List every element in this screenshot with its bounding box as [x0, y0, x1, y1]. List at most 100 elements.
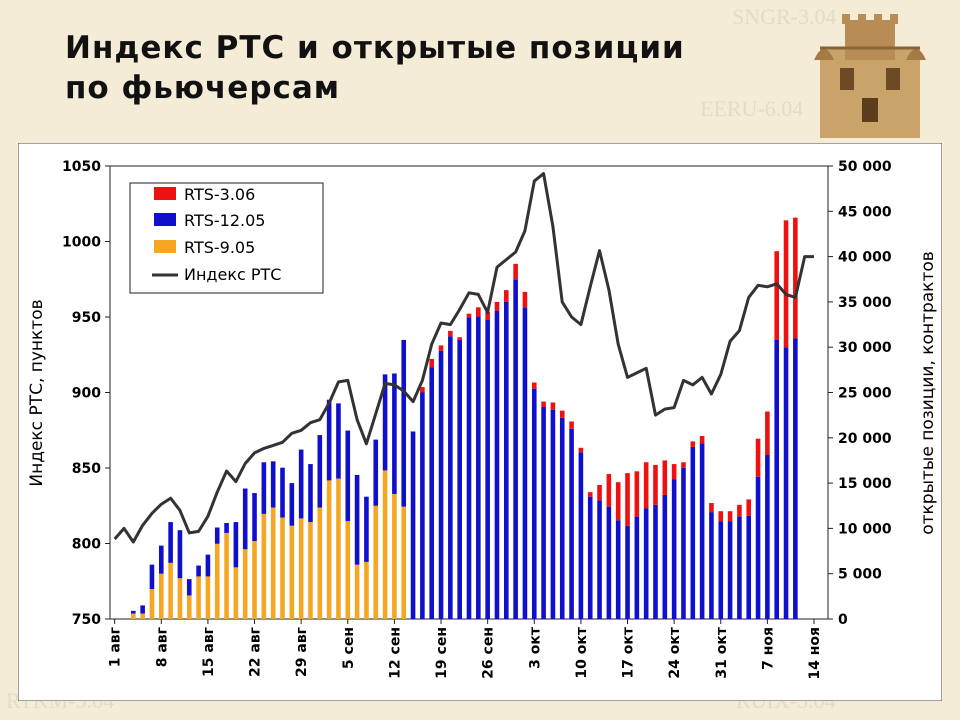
bar-rts-1205 [559, 417, 565, 619]
bar-rts-306 [671, 464, 677, 480]
bar-rts-1205 [364, 496, 369, 562]
bar-rts-905 [149, 589, 155, 619]
bar-rts-1205 [718, 521, 724, 619]
right-axis: 0 5 000 10 000 15 000 20 000 25 000 30 000 35 0… [828, 159, 892, 628]
bar-rts-1205 [401, 339, 407, 507]
x-axis: 1 авг 8 авг 15 авг 22 авг 29 авг 5 сен 12 сен 1… [108, 619, 823, 680]
bar-rts-1205 [727, 521, 733, 619]
bar-rts-905 [354, 564, 360, 619]
bar-rts-1205 [233, 522, 239, 568]
left-tick-label: 800 [72, 537, 101, 553]
bar-rts-1205 [494, 310, 500, 619]
bar-rts-905 [298, 518, 304, 619]
bar-rts-905 [158, 573, 164, 619]
bar-rts-1205 [457, 339, 462, 619]
bar-rts-306 [597, 484, 602, 501]
bar-rts-306 [485, 311, 490, 321]
bar-rts-1205 [410, 431, 416, 619]
right-tick-label: 20 000 [838, 431, 892, 447]
legend: RTS-3.06 RTS-12.05 RTS-9.05 Индекс РТС [129, 182, 324, 294]
bar-rts-1205 [503, 301, 509, 619]
left-tick-label: 1050 [62, 159, 101, 175]
bar-rts-1205 [513, 279, 518, 619]
right-tick-label: 45 000 [838, 204, 892, 220]
bar-rts-1205 [783, 347, 789, 619]
legend-label-rts-306: RTS-3.06 [184, 185, 255, 204]
right-tick-label: 0 [838, 612, 848, 628]
bar-rts-905 [373, 505, 379, 619]
bar-rts-306 [765, 411, 770, 456]
bar-rts-1205 [755, 476, 761, 619]
x-tick-label: 12 сен [387, 627, 403, 679]
bar-rts-1205 [625, 525, 630, 619]
bar-rts-1205 [615, 520, 621, 619]
bar-rts-1205 [196, 565, 201, 577]
bar-rts-1205 [140, 605, 145, 614]
bar-rts-1205 [149, 564, 155, 590]
bar-rts-905 [345, 521, 351, 619]
legend-swatch-rts-306 [154, 187, 176, 200]
bar-rts-306 [643, 462, 649, 509]
bar-rts-306 [457, 337, 462, 340]
bar-rts-905 [308, 522, 313, 619]
x-tick-label: 17 окт [621, 626, 637, 678]
bar-rts-905 [336, 478, 341, 619]
bar-rts-1205 [224, 522, 229, 533]
bar-rts-905 [261, 513, 267, 619]
bar-rts-905 [364, 561, 369, 619]
bar-rts-306 [737, 504, 742, 517]
x-tick-label: 8 авг [154, 627, 170, 667]
right-tick-label: 25 000 [838, 386, 892, 402]
bar-rts-306 [578, 447, 584, 453]
left-tick-label: 900 [72, 386, 101, 402]
watermark-sngr: SNGR-3.04 [732, 4, 837, 29]
bar-rts-306 [494, 301, 500, 311]
bar-rts-306 [541, 401, 546, 407]
bar-rts-1205 [662, 494, 668, 619]
bar-rts-1205 [448, 336, 453, 619]
bar-rts-905 [233, 567, 239, 619]
bar-rts-905 [196, 576, 201, 619]
left-axis: 750 800 850 900 950 1000 1050 [62, 159, 110, 628]
bar-rts-306 [531, 382, 537, 389]
rts-chart: 750 800 850 900 950 1000 1050 0 5 000 10 000 15 0… [18, 143, 942, 701]
bar-rts-905 [140, 613, 145, 619]
legend-label-rts-905: RTS-9.05 [184, 238, 255, 257]
x-tick-label: 26 сен [481, 627, 497, 679]
x-tick-label: 14 ноя [807, 627, 823, 680]
bar-rts-905 [289, 525, 295, 619]
bar-rts-1205 [382, 374, 388, 471]
x-tick-label: 3 окт [527, 626, 543, 669]
bar-rts-1205 [158, 545, 164, 574]
bar-rts-1205 [429, 367, 435, 619]
watermark-eeru: EERU-6.04 [700, 96, 804, 121]
bar-rts-905 [177, 578, 183, 619]
bar-rts-1205 [643, 508, 649, 619]
bar-rts-1205 [550, 409, 556, 619]
bar-rts-1205 [317, 435, 323, 508]
bar-rts-306 [550, 402, 556, 410]
bar-rts-306 [606, 474, 612, 507]
bar-rts-306 [615, 482, 621, 521]
bar-rts-306 [625, 473, 630, 526]
bar-rts-1205 [326, 399, 332, 481]
bar-rts-1205 [709, 512, 714, 619]
bar-rts-1205 [774, 339, 780, 619]
bar-rts-306 [699, 435, 705, 444]
x-tick-label: 22 авг [248, 627, 264, 677]
bar-rts-306 [690, 441, 696, 447]
legend-label-rts-1205: RTS-12.05 [184, 211, 265, 230]
bar-rts-306 [503, 290, 509, 302]
bar-rts-306 [755, 438, 761, 477]
bar-rts-1205 [168, 522, 173, 563]
bar-rts-1205 [653, 504, 658, 619]
bar-rts-1205 [634, 516, 640, 619]
bar-rts-905 [382, 470, 388, 619]
bar-rts-1205 [569, 428, 574, 619]
bar-rts-905 [168, 562, 173, 619]
right-tick-label: 35 000 [838, 295, 892, 311]
bar-rts-306 [448, 330, 453, 337]
bar-rts-1205 [308, 464, 313, 523]
bar-rts-1205 [186, 579, 192, 596]
bar-rts-1205 [746, 515, 752, 619]
